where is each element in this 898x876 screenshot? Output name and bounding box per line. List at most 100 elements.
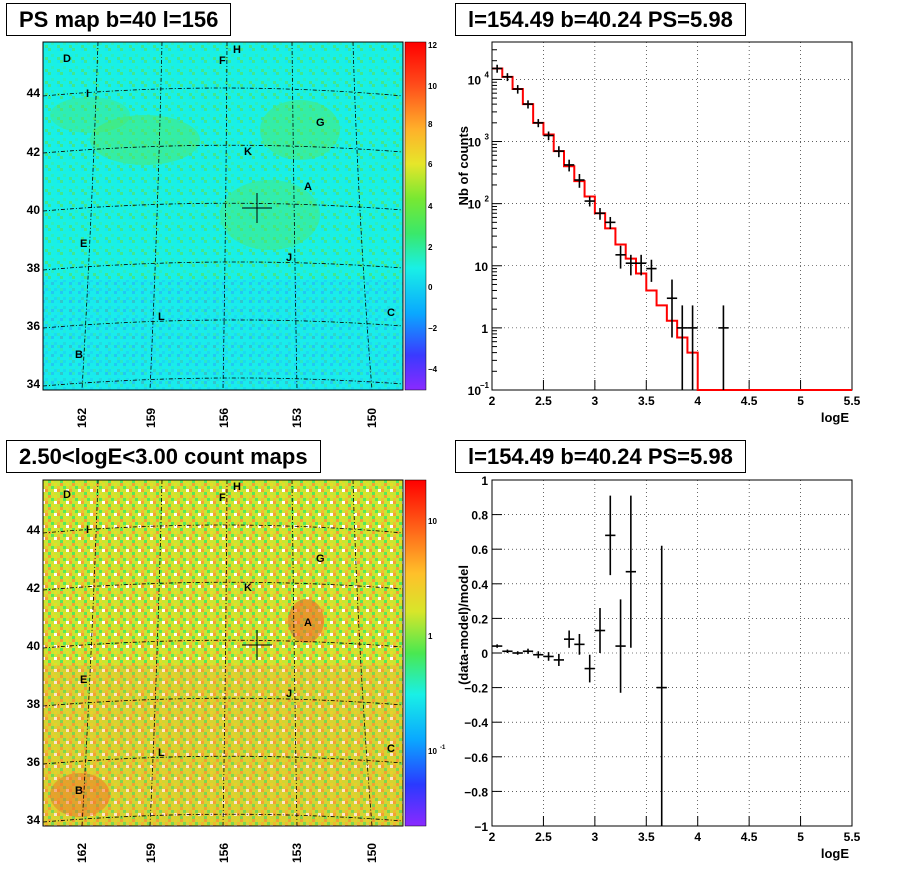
x-tick-label: 3 [592, 830, 599, 844]
marker-j: J [286, 252, 292, 264]
data-point [605, 495, 616, 576]
data-point [564, 159, 575, 172]
x-tick-label: 2.5 [535, 830, 552, 844]
y-tick-label: 1 [481, 474, 488, 488]
x-tick-label: 2.5 [535, 394, 552, 408]
ps-map-panel: D H F I G K A E J L C B 34 36 38 40 42 4… [0, 0, 449, 435]
data-point [543, 131, 554, 141]
y-tick-exponent: 2 [485, 195, 490, 204]
y-tick: 34 [27, 377, 41, 391]
x-tick: 162 [75, 408, 89, 428]
x-tick: 153 [290, 843, 304, 863]
y-tick: 38 [27, 697, 41, 711]
data-point [533, 651, 544, 659]
residual-title: l=154.49 b=40.24 PS=5.98 [455, 440, 746, 473]
x-tick: 159 [144, 843, 158, 863]
y-tick-label: −1 [474, 820, 488, 834]
marker-b: B [75, 349, 83, 361]
x-tick: 150 [365, 408, 379, 428]
count-map-svg: D H F I G K A E J L C B 34 36 38 40 42 4… [27, 479, 446, 863]
ps-map-x-ticks: 162 159 156 153 150 [75, 408, 379, 428]
spectrum-panel: Nb of counts logE 10 −1 1 10 10 2 10 3 10 4 2 2.5 3 3… [449, 0, 898, 435]
x-tick-label: 4.5 [741, 394, 758, 408]
y-tick-label: 10 [468, 198, 482, 212]
cbar-tick: −2 [428, 324, 438, 333]
marker-d: D [63, 489, 71, 501]
marker-j: J [286, 688, 292, 700]
y-tick: 34 [27, 813, 41, 827]
data-point [502, 73, 513, 82]
model-series-line [492, 67, 852, 391]
cbar-tick: 8 [428, 120, 433, 129]
residual-grid [491, 479, 853, 827]
x-tick-label: 5.5 [844, 394, 861, 408]
cbar-tick: 10 [428, 82, 437, 91]
marker-k: K [244, 582, 252, 594]
data-point [522, 100, 534, 109]
marker-b: B [75, 785, 83, 797]
x-tick: 156 [217, 843, 231, 863]
x-tick-label: 4.5 [741, 830, 758, 844]
marker-e: E [80, 674, 87, 686]
data-point [574, 174, 585, 188]
y-tick: 36 [27, 755, 41, 769]
ps-map-grid [42, 41, 404, 391]
data-point [625, 495, 636, 648]
cbar-tick: 10 [428, 517, 437, 526]
marker-i: I [86, 524, 89, 536]
residual-panel: (data-model)/model logE −1 −0.8 −0.6 −0.4 −0… [449, 435, 898, 871]
data-point [512, 85, 523, 94]
y-tick-label: 0.6 [471, 543, 488, 557]
y-tick-exponent: −1 [480, 381, 490, 390]
x-tick-label: 2 [489, 394, 496, 408]
y-tick-label: 1 [481, 322, 488, 336]
marker-f: F [219, 492, 226, 504]
data-point [553, 653, 564, 666]
count-map-markers: D H F I G K A E J L C B [63, 481, 395, 797]
data-point [522, 648, 534, 654]
marker-k: K [244, 146, 252, 158]
ps-map-colorbar-ticks: 12 10 8 6 4 2 0 −2 −4 [428, 41, 438, 374]
data-point [656, 545, 667, 826]
ps-map-y-ticks: 34 36 38 40 42 44 [27, 86, 41, 391]
spectrum-y-ticks-marks [491, 41, 853, 391]
x-tick-label: 5 [797, 394, 804, 408]
y-tick: 36 [27, 319, 41, 333]
count-map-source-marker [242, 630, 272, 660]
ps-map-frame [42, 41, 404, 391]
y-tick: 38 [27, 261, 41, 275]
data-point [718, 305, 729, 390]
marker-g: G [316, 553, 325, 565]
data-point [564, 630, 575, 648]
data-point [512, 651, 523, 655]
data-point [574, 633, 585, 655]
x-tick-label: 4 [694, 830, 701, 844]
ps-map-source-marker [242, 193, 272, 223]
marker-l: L [158, 747, 165, 759]
y-tick-exponent: 4 [485, 70, 490, 79]
data-point [677, 305, 688, 390]
data-point [625, 254, 636, 276]
data-point [492, 64, 503, 73]
count-map-x-ticks: 162 159 156 153 150 [75, 843, 379, 863]
marker-d: D [63, 53, 71, 65]
count-map-panel: D H F I G K A E J L C B 34 36 38 40 42 4… [0, 435, 449, 871]
data-point [533, 119, 544, 128]
data-point [584, 196, 595, 207]
residual-tick-marks [491, 479, 853, 827]
residual-svg: (data-model)/model logE −1 −0.8 −0.6 −0.4 −0… [456, 474, 861, 861]
residual-xlabel: logE [821, 846, 849, 861]
y-tick-label: 10 [468, 73, 482, 87]
data-point [646, 259, 657, 282]
x-tick: 150 [365, 843, 379, 863]
y-tick: 42 [27, 145, 41, 159]
cbar-tick: 6 [428, 160, 433, 169]
data-point [615, 599, 626, 693]
data-point [543, 652, 554, 661]
cbar-tick: 2 [428, 243, 433, 252]
y-tick-label: −0.4 [464, 716, 488, 730]
cbar-tick: 4 [428, 202, 433, 211]
ps-map-colorbar: 12 10 8 6 4 2 0 −2 −4 [404, 41, 438, 391]
